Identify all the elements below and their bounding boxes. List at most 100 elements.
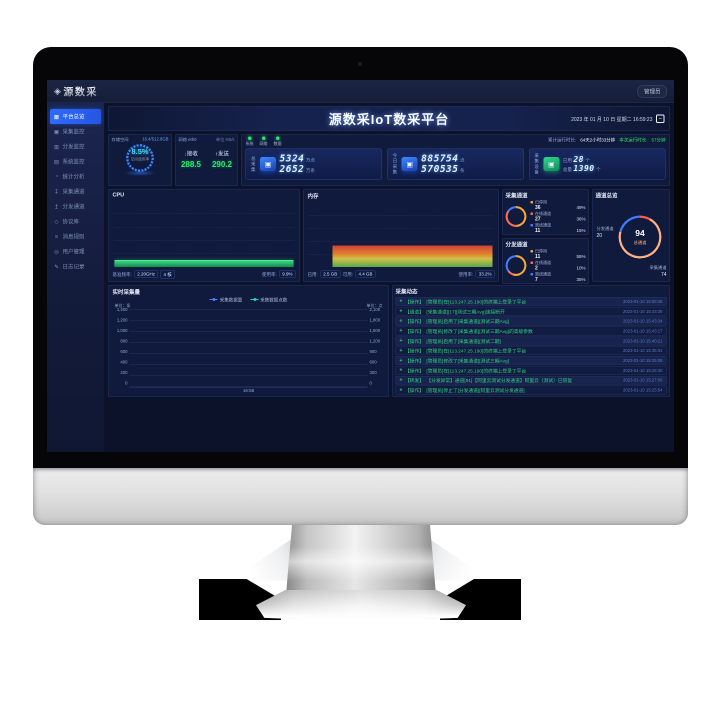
- activity-text: [管理员]在[113.247.25.190]的终端上登录了平台: [426, 368, 527, 374]
- legend-bullet-icon: [530, 272, 533, 276]
- activity-row-6[interactable]: + 【操作】 [管理员]修改了[采集通道][测试三期Avg] 2023-01-10 1…: [395, 356, 667, 365]
- plus-icon: +: [399, 367, 403, 374]
- chart-legend: 采集数据量 采集数据点数: [113, 296, 385, 303]
- stat-cards: 总采集 ▣ 5324 万点 2652 万条 今日采集 ▣ 885754 点 570535 条采集设备 ▣…: [245, 148, 666, 180]
- gauge-glow: [124, 170, 156, 176]
- arrow-down-icon: ↓: [184, 151, 187, 157]
- channel-stat-row: 离线通道 7 35%: [530, 271, 586, 282]
- channel-stat-percent: 55%: [576, 254, 586, 260]
- sidebar-item-5[interactable]: ↧ 采集通道: [47, 184, 104, 199]
- stat-row-unit: 点: [459, 157, 465, 163]
- left-tick: 600: [120, 349, 128, 354]
- activity-text: 【分发异常】通道[91]【阿里云测试分发通道】阿里云（测试）已恢复: [426, 378, 573, 384]
- stat-row-value: 885754: [421, 153, 459, 164]
- right-tick: 300: [369, 370, 377, 375]
- cpu-chart: [113, 200, 295, 267]
- stat-row-unit: 万条: [305, 168, 315, 173]
- activity-text: [采集通道][17][测试三期Avg]连接断开: [426, 309, 505, 315]
- green-dot-icon: [275, 136, 280, 140]
- channel-stat-label: 已停用: [535, 249, 547, 254]
- sidebar-item-8[interactable]: ≡ 消息规则: [47, 229, 104, 244]
- sidebar-item-label: 采集监控: [62, 129, 85, 135]
- sidebar-item-6[interactable]: ↥ 分发通道: [47, 199, 104, 214]
- left-tick: 1,000: [116, 328, 128, 333]
- status-dot-label: 网络: [259, 141, 268, 147]
- activity-row-0[interactable]: + 【操作】 [管理员]在[113.247.25.190]的终端上登录了平台 2023…: [395, 297, 667, 306]
- channel-donut: [505, 206, 527, 227]
- sidebar-item-10[interactable]: ✎ 日志记录: [47, 259, 104, 274]
- channel-stat-data: 2 10%: [531, 265, 586, 271]
- plus-icon: +: [399, 338, 403, 344]
- channel-stat-row: 在线通道 27 36%: [530, 211, 586, 222]
- activity-row-3[interactable]: + 【操作】 [管理员]修改了[采集通道][测试三期Avg]的高级参数 2023-01…: [395, 326, 667, 336]
- stat-row-value: 570535: [421, 163, 459, 175]
- activity-row-7[interactable]: + 【操作】 [管理员]在[113.247.25.190]的终端上登录了平台 2023…: [395, 365, 667, 375]
- activity-row-4[interactable]: + 【操作】 [管理员]启用了[采集通道][测试二期] 2023-01-10 15:4…: [395, 336, 667, 346]
- stat-value-row: 885754 点: [421, 154, 464, 164]
- stat-card-vlabel: 总采集: [250, 155, 256, 173]
- sidebar-item-label: 分发监控: [62, 144, 85, 150]
- uptime-session: 57分钟: [651, 137, 666, 143]
- channel-stat-value: 36: [535, 205, 541, 211]
- legend-item[interactable]: 采集数据点数: [250, 296, 287, 303]
- cpu-usage-fill: [114, 259, 294, 267]
- sidebar: ▦ 平台总览 ▣ 采集监控 ▥ 分发监控 ▤ 系统监控 ◔ 统计分析 ↧ 采集通道 ↥ 分发通道 ◇ 协议库 ≡…: [47, 103, 104, 452]
- sidebar-item-7[interactable]: ◇ 协议库: [47, 214, 104, 229]
- channel-stat-percent: 15%: [576, 227, 586, 233]
- left-tick: 400: [120, 359, 128, 365]
- channel-stat-percent: 49%: [576, 205, 586, 211]
- stat-row-value: 5324: [279, 153, 305, 164]
- channel-stat-value: 2: [535, 265, 538, 271]
- plus-icon: +: [399, 308, 403, 315]
- sidebar-item-2[interactable]: ▥ 分发监控: [47, 139, 104, 154]
- activity-time: 2023-01-10 15:40:21: [623, 338, 663, 344]
- storage-capacity: 16.4/512.8GB: [142, 136, 169, 142]
- activity-row-5[interactable]: + 【操作】 [管理员]在[113.247.25.190]的终端上登录了平台 2023…: [395, 346, 667, 356]
- left-tick: 1,200: [116, 317, 128, 323]
- sidebar-item-3[interactable]: ▤ 系统监控: [47, 154, 104, 169]
- activity-text: [管理员]停止了[分发通道][阿里云测试分发通道]: [426, 388, 525, 394]
- network-send: ↑发送 290.2: [211, 151, 233, 169]
- stat-row-value: 28: [573, 154, 584, 164]
- activity-time: 2023-01-10 15:25:54: [623, 387, 663, 393]
- memory-chart: [308, 202, 494, 267]
- sidebar-item-4[interactable]: ◔ 统计分析: [47, 169, 104, 184]
- sidebar-item-icon: ▦: [53, 113, 60, 120]
- right-axis: 2,100 1,800 1,500 1,200 900 600 300 0: [368, 307, 385, 388]
- right-tick: 0: [369, 380, 372, 386]
- plus-icon: +: [399, 298, 403, 305]
- plus-icon: +: [399, 318, 403, 324]
- activity-panel: 采集动态 + 【操作】 [管理员]在[113.247.25.190]的终端上登录了平…: [392, 285, 670, 397]
- memory-title: 内存: [307, 193, 319, 200]
- activity-title: 采集动态: [395, 289, 418, 295]
- sidebar-item-0[interactable]: ▦ 平台总览: [50, 109, 101, 124]
- activity-row-1[interactable]: + 【通道】 [采集通道][17][测试三期Avg]连接断开 2023-01-10 1…: [395, 306, 667, 316]
- green-dot-icon: [261, 136, 266, 140]
- activity-time: 2023-01-10 15:43:17: [623, 328, 663, 334]
- overview-title: 通道总览: [595, 193, 618, 199]
- stat-row-value: 1390: [573, 163, 595, 173]
- page-title: 源数采IoT数采平台: [328, 111, 450, 127]
- channel-stat-data: 27 36%: [531, 216, 586, 222]
- activity-text: [管理员]修改了[采集通道][测试三期Avg]: [426, 358, 509, 365]
- overview-total: 94: [635, 228, 645, 239]
- activity-row-9[interactable]: + 【操作】 [管理员]停止了[分发通道][阿里云测试分发通道] 2023-01-10…: [395, 385, 667, 395]
- network-title: 网络 eth0: [178, 137, 197, 142]
- fullscreen-icon[interactable]: [656, 114, 665, 123]
- channel-panel-body: 已停用 36 49% 在线通道 27 36% 离线通道 11 15%: [505, 200, 586, 234]
- admin-button[interactable]: 管理员: [637, 85, 667, 98]
- sidebar-item-9[interactable]: ◎ 用户管理: [47, 244, 104, 259]
- overview-total-label: 总通道: [633, 240, 647, 245]
- activity-row-8[interactable]: + 【转发】 【分发异常】通道[91]【阿里云测试分发通道】阿里云（测试）已恢复 20…: [395, 375, 667, 385]
- channel-donut: [505, 255, 527, 276]
- channel-stats: 已停用 11 55% 在线通道 2 10% 离线通道 7 35%: [530, 249, 586, 283]
- activity-row-2[interactable]: + 【操作】 [管理员]启用了[采集通道][测试三期Avg] 2023-01-10 1…: [395, 316, 667, 326]
- legend-item[interactable]: 采集数据量: [209, 296, 242, 303]
- sidebar-item-1[interactable]: ▣ 采集监控: [47, 124, 104, 139]
- activity-tag: 【操作】: [404, 358, 424, 365]
- storage-title: 存储空间: [111, 137, 129, 142]
- overview-donut: [618, 215, 662, 259]
- channel-stat-row: 已停用 11 55%: [530, 249, 586, 260]
- channel-stat-head: 已停用: [530, 249, 586, 255]
- plus-icon: +: [399, 377, 403, 383]
